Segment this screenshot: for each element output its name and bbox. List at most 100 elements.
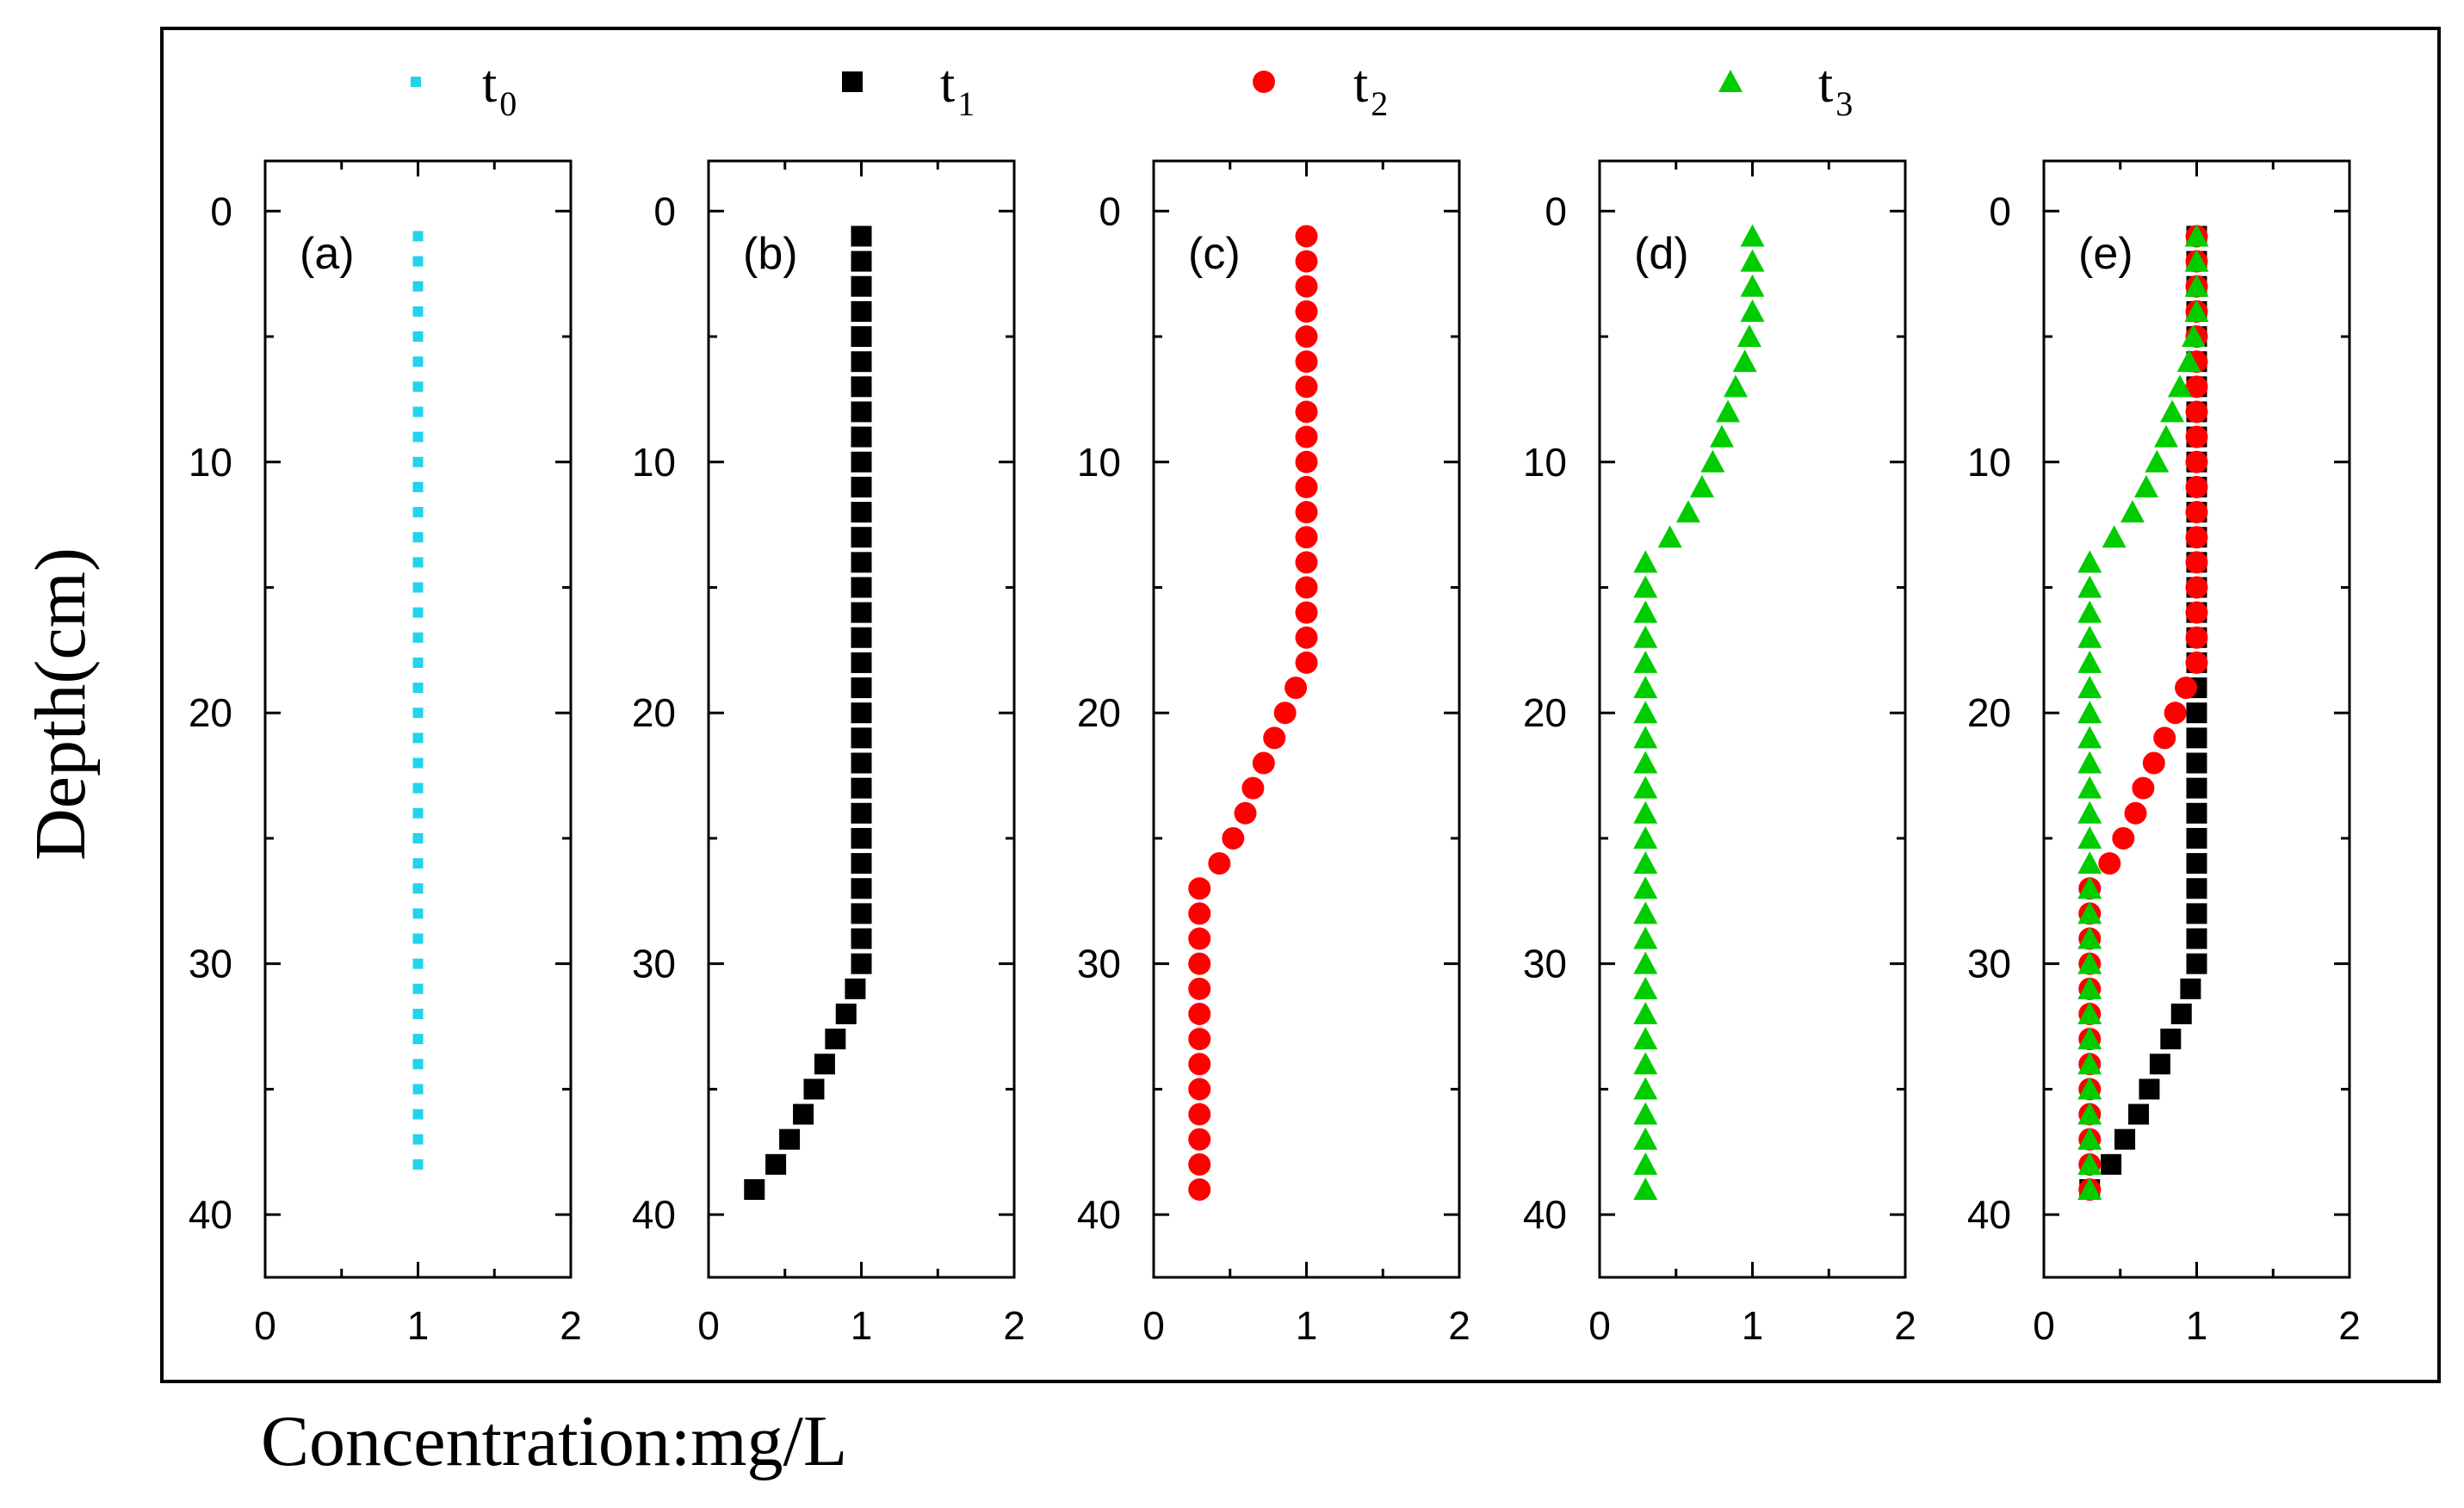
- data-point-t3: [1737, 324, 1761, 348]
- legend-item-t3: t3: [1718, 55, 1853, 123]
- data-point-t2: [2098, 852, 2121, 875]
- y-tick-label: 40: [1523, 1192, 1567, 1237]
- data-point-t3: [2077, 650, 2102, 673]
- data-point-t2: [1188, 902, 1211, 925]
- legend-marker-t3: [1718, 70, 1743, 92]
- data-point-t1: [851, 677, 872, 699]
- data-point-t3: [1740, 299, 1765, 322]
- data-point-t3: [1633, 876, 1658, 899]
- data-point-t3: [2077, 776, 2102, 799]
- data-point-t0: [412, 281, 424, 292]
- x-tick-label: 2: [1894, 1303, 1916, 1348]
- data-point-t0: [412, 883, 424, 894]
- y-tick-label: 20: [1523, 690, 1567, 735]
- panel-label: (a): [300, 229, 355, 279]
- data-point-t1: [744, 1178, 765, 1200]
- y-tick-label: 20: [632, 690, 676, 735]
- legend: t0 t1 t2 t3: [411, 55, 1853, 123]
- y-tick-label: 40: [1967, 1192, 2011, 1237]
- x-tick-label: 0: [697, 1303, 720, 1348]
- data-point-t3: [1675, 500, 1700, 523]
- data-point-t3: [2077, 1001, 2102, 1024]
- data-point-t3: [1633, 575, 1658, 598]
- data-point-t3: [1633, 751, 1658, 774]
- legend-label-t3: t3: [1818, 55, 1853, 123]
- data-point-t3: [1633, 800, 1658, 824]
- panel-1: 0 10 20 30 40 0 1 2 (a): [189, 159, 582, 1348]
- data-point-t1: [851, 226, 872, 247]
- x-tick-label: 1: [407, 1303, 430, 1348]
- data-point-t0: [412, 1034, 424, 1045]
- data-point-t1: [851, 577, 872, 598]
- data-point-t3: [2077, 1027, 2102, 1050]
- legend-item-t2: t2: [1253, 55, 1388, 123]
- data-point-t2: [1188, 877, 1211, 900]
- data-point-t3: [2167, 374, 2192, 398]
- y-tick-label: 40: [1077, 1192, 1121, 1237]
- data-point-t2: [2185, 475, 2208, 498]
- y-tick-label: 30: [1967, 942, 2011, 986]
- y-tick-label: 20: [189, 690, 232, 735]
- data-point-t1: [793, 1103, 814, 1125]
- data-point-t1: [2186, 928, 2207, 949]
- legend-marker-t0: [411, 77, 421, 87]
- data-point-t2: [1295, 450, 1318, 473]
- data-point-t1: [845, 978, 866, 999]
- data-point-t0: [412, 406, 424, 417]
- data-point-t0: [412, 708, 424, 719]
- data-point-t2: [1295, 375, 1318, 399]
- y-tick-label: 10: [1523, 440, 1567, 485]
- panel-label: (e): [2078, 229, 2133, 279]
- y-tick-label: 30: [632, 942, 676, 986]
- data-point-t1: [2186, 702, 2207, 724]
- data-point-t3: [2184, 274, 2209, 297]
- data-point-t2: [2175, 677, 2198, 700]
- x-tick-label: 2: [560, 1303, 582, 1348]
- data-point-t2: [1295, 350, 1318, 374]
- data-point-t3: [1633, 926, 1658, 949]
- data-point-t0: [412, 532, 424, 543]
- data-point-t1: [851, 752, 872, 774]
- data-point-t0: [412, 1084, 424, 1095]
- data-point-t1: [2186, 802, 2207, 824]
- data-point-t0: [412, 1109, 424, 1120]
- data-point-t2: [2185, 651, 2208, 674]
- data-point-t1: [2170, 1003, 2192, 1024]
- data-point-t3: [2077, 1177, 2102, 1200]
- data-point-t2: [1295, 325, 1318, 349]
- data-point-t3: [1633, 901, 1658, 924]
- data-point-t2: [1295, 526, 1318, 549]
- data-point-t3: [1633, 976, 1658, 999]
- data-point-t3: [2184, 299, 2209, 322]
- data-point-t3: [1740, 274, 1765, 297]
- data-point-t1: [851, 702, 872, 724]
- data-point-t3: [2077, 1127, 2102, 1150]
- data-point-t3: [2077, 625, 2102, 648]
- data-point-t2: [2185, 425, 2208, 448]
- data-point-t3: [2077, 800, 2102, 824]
- legend-label-t0: t0: [482, 55, 517, 123]
- data-point-t0: [412, 757, 424, 769]
- data-point-t3: [2077, 876, 2102, 899]
- series-t1: [744, 226, 872, 1200]
- legend-marker-t2: [1253, 71, 1275, 93]
- data-point-t0: [412, 331, 424, 343]
- data-point-t3: [1633, 1052, 1658, 1075]
- data-point-t1: [851, 827, 872, 849]
- data-point-t1: [851, 652, 872, 673]
- data-point-t0: [412, 256, 424, 267]
- data-point-t2: [1188, 1078, 1211, 1101]
- data-point-t0: [412, 607, 424, 618]
- data-point-t3: [2077, 676, 2102, 699]
- data-point-t3: [2077, 976, 2102, 999]
- data-point-t1: [2186, 752, 2207, 774]
- data-point-t1: [851, 627, 872, 648]
- data-point-t3: [1633, 701, 1658, 724]
- data-point-t1: [2180, 978, 2201, 999]
- data-point-t1: [2149, 1054, 2170, 1075]
- data-point-t1: [851, 300, 872, 322]
- data-point-t3: [1633, 550, 1658, 573]
- x-tick-label: 2: [1003, 1303, 1025, 1348]
- data-point-t3: [1633, 600, 1658, 623]
